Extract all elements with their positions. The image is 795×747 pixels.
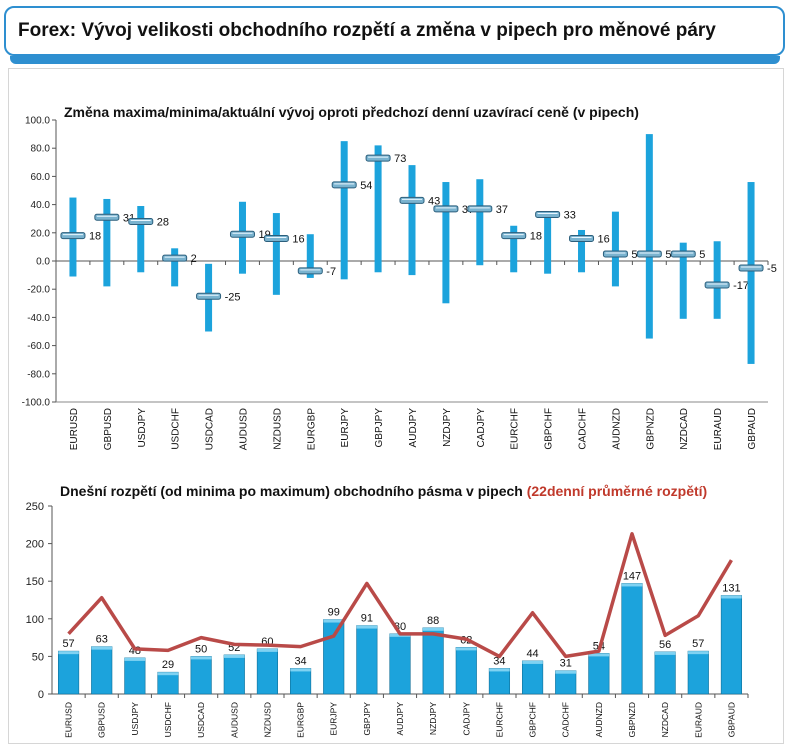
current-value-label: -5 — [767, 263, 777, 275]
range-bar — [340, 141, 348, 280]
x-tick-label: AUDNZD — [611, 408, 622, 450]
current-value-label: 43 — [428, 195, 440, 207]
current-value-label: 5 — [699, 249, 705, 261]
range-bar — [713, 241, 721, 319]
range-bar — [171, 248, 179, 287]
x-tick-label: USDJPY — [137, 408, 148, 448]
x-tick-label: USDCAD — [205, 408, 216, 450]
x-tick-label: NZDJPY — [442, 408, 453, 447]
current-marker — [467, 205, 493, 213]
current-marker — [636, 250, 662, 258]
range-bar — [137, 206, 145, 273]
current-value-label: 33 — [564, 209, 576, 221]
current-marker — [569, 234, 595, 242]
page-title: Forex: Vývoj velikosti obchodního rozpět… — [18, 20, 716, 41]
range-bar — [272, 213, 280, 295]
range-bar — [544, 215, 552, 274]
current-marker — [162, 254, 188, 262]
x-tick-label: EURAUD — [713, 408, 724, 450]
current-value-label: 73 — [394, 153, 406, 165]
y-tick-label: -40.0 — [27, 313, 50, 324]
x-tick-label: EURUSD — [69, 408, 80, 450]
current-marker — [196, 292, 222, 300]
y-tick-label: -60.0 — [27, 341, 50, 352]
x-tick-label: EURGBP — [306, 408, 317, 451]
y-tick-label: 80.0 — [31, 144, 51, 155]
x-tick-label: USDCHF — [171, 408, 182, 450]
range-bar — [578, 229, 586, 273]
y-tick-label: -20.0 — [27, 285, 50, 296]
current-value-label: 18 — [89, 231, 101, 243]
current-value-label: 18 — [530, 231, 542, 243]
range-bar — [747, 182, 755, 364]
current-marker — [229, 230, 255, 238]
range-bar — [442, 182, 450, 304]
y-tick-label: 20.0 — [31, 228, 51, 239]
range-bar — [476, 179, 484, 266]
x-tick-label: AUDUSD — [238, 408, 249, 450]
current-marker — [535, 210, 561, 218]
x-tick-label: GBPUSD — [103, 408, 114, 450]
current-marker — [94, 213, 120, 221]
current-marker — [670, 250, 696, 258]
range-bar — [611, 211, 619, 287]
range-bar — [645, 134, 653, 339]
range-bar — [374, 145, 382, 273]
range-bar — [103, 198, 111, 287]
range-chart-title: Změna maxima/minima/aktuální vývoj oprot… — [64, 104, 639, 120]
current-value-label: -25 — [225, 291, 241, 303]
range-bar — [306, 234, 314, 278]
range-bar — [238, 201, 246, 274]
range-bar — [408, 165, 416, 276]
current-marker — [60, 232, 86, 240]
x-tick-label: CADJPY — [476, 408, 487, 448]
range-chart-axes: 100.0 80.0 60.0 40.0 20.0 0.0 -20.0 -40.0 -60.0 -… — [22, 116, 769, 451]
x-tick-label: AUDJPY — [408, 408, 419, 448]
y-tick-label: 0.0 — [36, 257, 50, 268]
x-tick-label: EURCHF — [510, 408, 521, 450]
current-marker — [704, 281, 730, 289]
x-tick-label: GBPCHF — [544, 408, 555, 450]
charts-panel — [8, 68, 784, 744]
y-tick-label: 100.0 — [25, 116, 50, 127]
range-bar — [679, 242, 687, 319]
current-value-label: -17 — [733, 280, 749, 292]
current-marker — [602, 250, 628, 258]
y-tick-label: 60.0 — [31, 172, 51, 183]
current-value-label: 5 — [631, 249, 637, 261]
current-marker — [128, 218, 154, 226]
y-tick-label: 40.0 — [31, 200, 51, 211]
current-marker — [738, 264, 764, 272]
y-tick-label: -100.0 — [22, 398, 51, 409]
current-marker — [331, 181, 357, 189]
current-value-label: 16 — [292, 233, 304, 245]
x-tick-label: CADCHF — [578, 408, 589, 450]
x-tick-label: GBPNZD — [645, 408, 656, 450]
x-tick-label: NZDUSD — [272, 408, 283, 450]
header-box: Forex: Vývoj velikosti obchodního rozpět… — [4, 6, 785, 56]
current-value-label: 2 — [191, 253, 197, 265]
x-tick-label: EURJPY — [340, 408, 351, 448]
x-tick-label: GBPAUD — [747, 408, 758, 450]
current-marker — [365, 154, 391, 162]
x-tick-label: NZDCAD — [679, 408, 690, 450]
current-marker — [399, 196, 425, 204]
current-value-label: 28 — [157, 217, 169, 229]
y-tick-label: -80.0 — [27, 369, 50, 380]
header-accent-bar — [10, 56, 780, 64]
current-value-label: 54 — [360, 180, 372, 192]
current-marker — [433, 205, 459, 213]
current-value-label: -7 — [326, 266, 336, 278]
x-tick-label: GBPJPY — [374, 408, 385, 448]
current-marker — [501, 232, 527, 240]
current-marker — [263, 234, 289, 242]
current-value-label: 5 — [665, 249, 671, 261]
current-value-label: 16 — [598, 233, 610, 245]
current-value-label: 37 — [496, 204, 508, 216]
range-bar — [510, 225, 518, 273]
current-marker — [297, 267, 323, 275]
